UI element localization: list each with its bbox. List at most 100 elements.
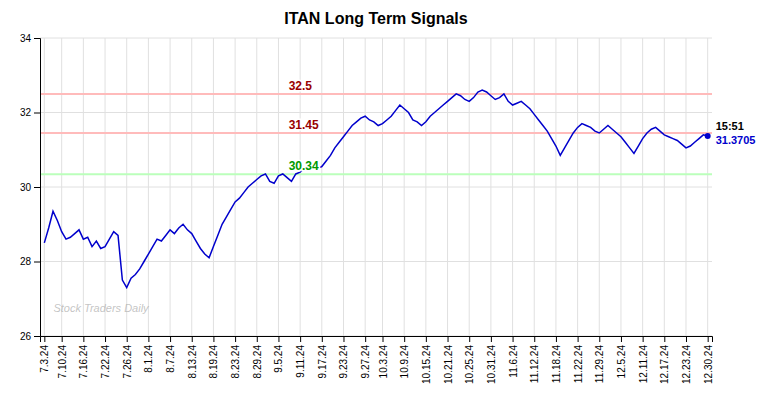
grid-line	[534, 38, 535, 336]
y-tick-mark	[34, 336, 40, 337]
x-tick: 12.5.24	[616, 336, 627, 378]
end-price-label: 31.3705	[716, 134, 756, 146]
title: ITAN Long Term Signals	[284, 10, 468, 27]
x-tick-mark	[365, 336, 366, 342]
x-tick-label: 10.9.24	[399, 345, 410, 379]
x-tick-label: 8.1.24	[143, 345, 154, 373]
x-tick-label: 10.31.24	[486, 345, 497, 384]
x-tick-mark	[83, 336, 84, 342]
x-tick-mark	[621, 336, 622, 342]
x-tick: 7.10.24	[57, 336, 68, 378]
grid-line	[620, 38, 621, 336]
x-tick-label: 9.17.24	[317, 345, 328, 379]
x-tick-label: 8.29.24	[252, 345, 263, 379]
x-tick-label: 8.7.24	[165, 345, 176, 373]
y-tick-mark	[34, 113, 40, 114]
x-tick: 12.23.24	[681, 336, 692, 384]
grid-line	[382, 38, 383, 336]
x-tick: 10.31.24	[486, 336, 497, 384]
x-tick: 8.29.24	[252, 336, 263, 378]
y-tick: 30	[20, 182, 40, 193]
grid-line	[664, 38, 665, 336]
x-tick-label: 11.22.24	[573, 345, 584, 384]
x-tick: 9.27.24	[360, 336, 371, 378]
x-tick-mark	[469, 336, 470, 342]
x-tick-label: 10.25.24	[464, 345, 475, 384]
x-tick-mark	[127, 336, 128, 342]
x-tick-label: 7.16.24	[78, 345, 89, 379]
x-tick: 9.23.24	[338, 336, 349, 378]
x-tick-mark	[278, 336, 279, 342]
grid-line	[447, 38, 448, 336]
x-tick-mark	[556, 336, 557, 342]
x-tick: 9.11.24	[295, 336, 306, 378]
reference-line	[40, 173, 712, 175]
x-axis-line	[41, 337, 713, 343]
grid-line	[191, 38, 192, 336]
watermark: Stock Traders Daily	[53, 302, 150, 314]
x-tick-mark	[686, 336, 687, 342]
grid-line	[278, 38, 279, 336]
x-tick-mark	[44, 336, 45, 342]
y-tick: 28	[20, 256, 40, 267]
grid-line	[40, 261, 712, 262]
grid-line	[235, 38, 236, 336]
x-tick-label: 12.30.24	[703, 345, 714, 384]
x-tick-mark	[513, 336, 514, 342]
x-axis: 7.3.247.10.247.16.247.22.247.26.248.1.24…	[39, 336, 713, 384]
grid-line	[490, 38, 491, 336]
y-tick: 34	[20, 33, 40, 44]
x-tick: 8.1.24	[143, 336, 154, 373]
x-tick-label: 9.23.24	[338, 345, 349, 379]
grid-line	[126, 38, 127, 336]
grid-line	[148, 38, 149, 336]
x-tick-label: 10.3.24	[378, 345, 389, 379]
grid-line	[404, 38, 405, 336]
grid-line	[105, 38, 106, 336]
x-tick: 12.11.24	[638, 336, 649, 383]
x-tick-mark	[708, 336, 709, 342]
grid-line	[213, 38, 214, 336]
y-tick-label: 28	[20, 256, 32, 267]
x-tick-label: 9.27.24	[360, 345, 371, 379]
grid-line	[321, 38, 322, 336]
x-tick-label: 11.18.24	[551, 345, 562, 384]
y-tick-mark	[34, 38, 40, 39]
x-tick-label: 7.3.24	[39, 345, 50, 373]
x-tick-label: 8.13.24	[187, 345, 198, 379]
x-tick: 7.16.24	[78, 336, 89, 378]
y-tick-mark	[34, 187, 40, 188]
x-tick: 8.23.24	[230, 336, 241, 378]
x-tick-label: 12.5.24	[616, 345, 627, 379]
x-tick: 11.6.24	[508, 336, 519, 378]
x-tick-label: 10.15.24	[421, 345, 432, 384]
x-tick-label: 8.19.24	[208, 345, 219, 379]
x-tick-label: 7.26.24	[122, 345, 133, 379]
grid-line	[83, 38, 84, 336]
y-tick-label: 34	[20, 33, 32, 44]
annotation: 15:51	[716, 120, 744, 132]
x-tick-mark	[300, 336, 301, 342]
price-line	[44, 90, 707, 287]
reference-line	[40, 93, 712, 95]
y-tick: 26	[20, 331, 40, 342]
grid	[40, 38, 712, 336]
grid-line	[599, 38, 600, 336]
grid-line	[170, 38, 171, 336]
x-tick: 9.17.24	[317, 336, 328, 378]
grid-line	[40, 112, 712, 113]
y-tick-label: 26	[20, 331, 32, 342]
x-tick: 11.22.24	[573, 336, 584, 383]
x-tick: 10.15.24	[421, 336, 432, 384]
x-tick: 11.29.24	[594, 336, 605, 383]
grid-line	[685, 38, 686, 336]
x-tick-label: 9.11.24	[295, 345, 306, 378]
x-tick-mark	[148, 336, 149, 342]
y-tick: 32	[20, 107, 40, 118]
x-tick-mark	[383, 336, 384, 342]
grid-line	[40, 38, 712, 39]
x-tick-mark	[213, 336, 214, 342]
x-tick: 8.19.24	[208, 336, 219, 378]
x-tick-mark	[235, 336, 236, 342]
x-tick-mark	[664, 336, 665, 342]
